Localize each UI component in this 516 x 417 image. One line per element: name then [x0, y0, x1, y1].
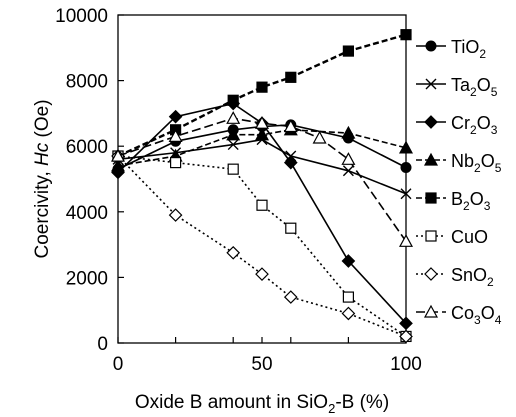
legend-label: TiO2	[451, 37, 486, 61]
legend-item: TiO2	[416, 37, 486, 61]
series-CuO	[112, 150, 412, 343]
y-tick-label: 6000	[66, 137, 108, 158]
y-tick-label: 4000	[66, 203, 108, 224]
y-tick-label: 8000	[66, 72, 108, 93]
data-point	[342, 165, 354, 177]
legend-label: Ta2O5	[451, 75, 498, 99]
series-Ta2O5	[112, 134, 412, 200]
data-point	[400, 188, 412, 200]
legend-marker	[425, 192, 437, 204]
legend-item: Cr2O3	[416, 113, 498, 137]
data-point	[254, 115, 270, 129]
legend: TiO2 Ta2O5 Cr2O3 Nb2O5 B2O3 CuO SnO2 Co3O4	[416, 37, 502, 327]
legend-marker	[423, 304, 439, 318]
legend-label: Nb2O5	[451, 151, 502, 175]
data-point	[227, 139, 239, 151]
data-point	[168, 109, 183, 124]
legend-label: Cr2O3	[451, 113, 498, 137]
data-point	[285, 222, 297, 234]
data-point	[341, 125, 356, 139]
data-point	[312, 130, 327, 144]
y-tick-label: 10000	[55, 6, 108, 27]
x-tick-label: 100	[390, 354, 422, 375]
data-point	[398, 140, 414, 154]
x-axis-label: Oxide B amount in SiO2-B (%)	[135, 392, 389, 416]
data-point	[168, 129, 183, 142]
data-point	[226, 127, 241, 141]
data-point	[227, 94, 239, 106]
legend-label: Co3O4	[451, 303, 502, 327]
legend-item: SnO2	[416, 265, 494, 289]
x-tick-label: 50	[251, 354, 272, 375]
data-point	[168, 208, 183, 222]
data-point	[400, 162, 412, 174]
data-point	[254, 127, 270, 141]
legend-marker	[424, 267, 438, 281]
data-point	[399, 316, 413, 331]
data-point	[226, 111, 241, 124]
y-axis-label: Coercivity, Hc (Oe)	[32, 99, 53, 258]
x-tick-label: 0	[113, 354, 124, 375]
data-point	[110, 148, 126, 162]
legend-label: B2O3	[451, 189, 491, 213]
legend-marker	[423, 152, 439, 166]
legend-item: CuO	[416, 227, 488, 247]
data-point	[341, 306, 356, 321]
legend-label: SnO2	[451, 265, 494, 289]
data-point	[399, 329, 413, 344]
data-point	[110, 158, 126, 172]
series-line	[117, 117, 407, 242]
legend-item: B2O3	[416, 189, 491, 213]
data-point	[226, 245, 241, 260]
data-point	[256, 81, 268, 93]
data-point	[342, 291, 354, 303]
legend-item: Nb2O5	[416, 151, 502, 175]
data-point	[227, 163, 239, 175]
legend-marker	[425, 78, 437, 90]
data-point	[341, 152, 356, 165]
data-point	[283, 290, 298, 304]
series-Co3O4	[110, 111, 414, 247]
y-tick-label: 0	[97, 334, 108, 355]
data-point	[170, 157, 182, 169]
plot-area	[117, 14, 407, 344]
data-point	[400, 29, 412, 41]
y-axis: 0 2000 4000 6000 8000 10000	[55, 6, 124, 355]
legend-marker	[425, 230, 437, 242]
data-point	[342, 45, 354, 57]
data-point	[256, 199, 268, 211]
y-tick-label: 2000	[66, 268, 108, 289]
data-point	[341, 254, 356, 268]
legend-marker	[424, 115, 438, 129]
legend-marker	[425, 40, 437, 52]
series-B2O3	[112, 29, 412, 162]
legend-label: CuO	[451, 227, 488, 247]
data-point	[283, 155, 298, 170]
data-point	[285, 71, 297, 83]
legend-item: Ta2O5	[416, 75, 498, 99]
data-point	[255, 267, 269, 281]
series-line	[117, 155, 407, 338]
legend-item: Co3O4	[416, 303, 502, 327]
plot-frame	[117, 14, 407, 344]
data-point	[398, 234, 414, 247]
series-layer	[110, 29, 414, 344]
data-point	[283, 119, 298, 133]
series-line	[117, 155, 407, 338]
